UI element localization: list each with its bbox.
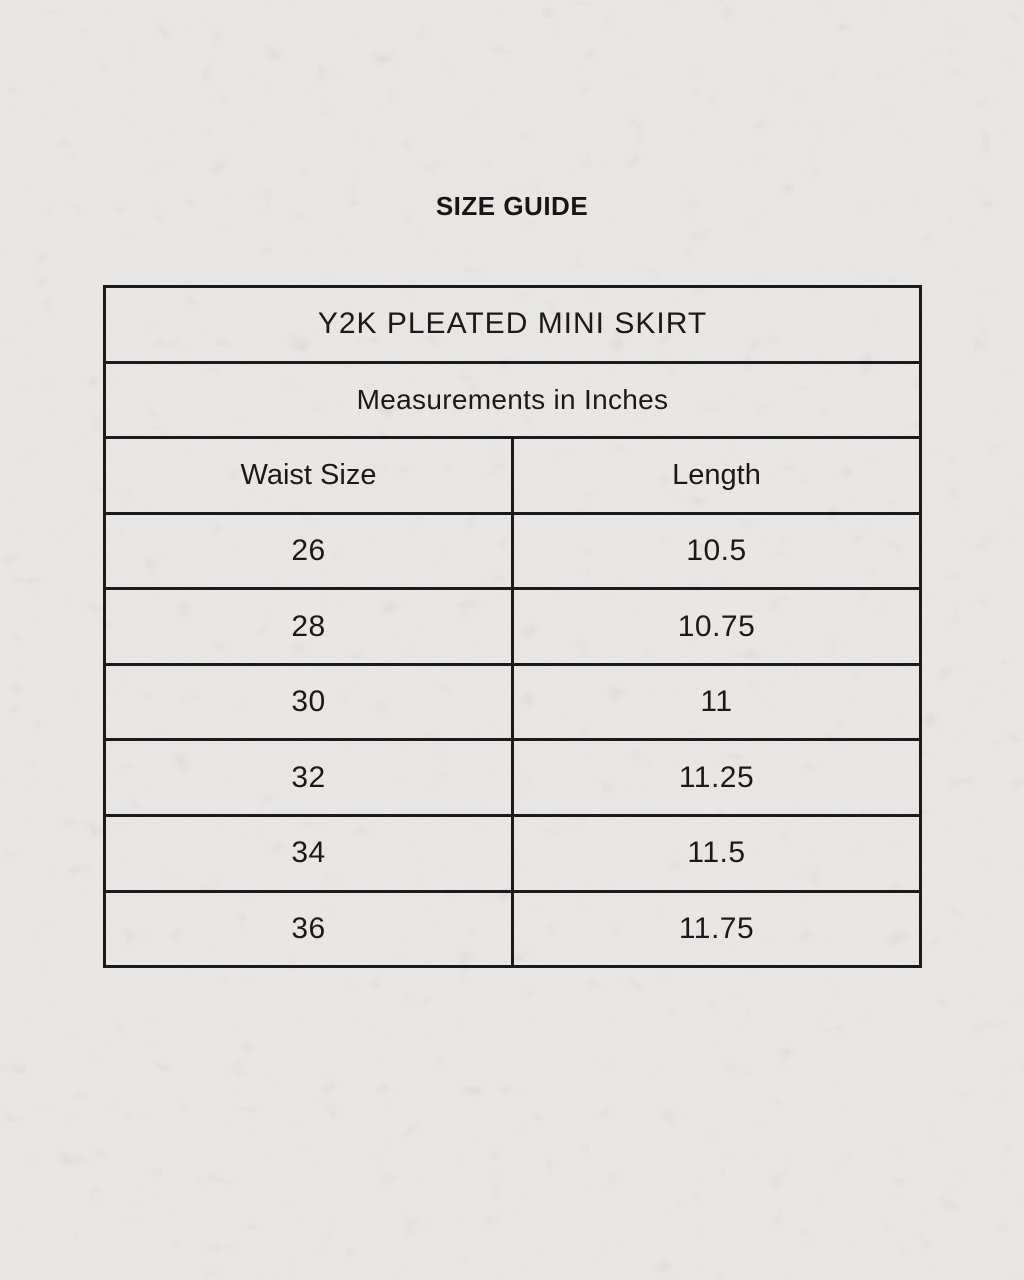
length-value: 11.25 bbox=[678, 760, 755, 794]
length-value: 10.5 bbox=[686, 533, 747, 567]
waist-size-value: 26 bbox=[106, 514, 514, 588]
waist-size-value: 36 bbox=[106, 892, 514, 966]
length-value: 11.75 bbox=[678, 911, 755, 945]
length-value: 10.75 bbox=[677, 609, 756, 643]
table-row-product-title: Y2K PLEATED MINI SKIRT bbox=[106, 288, 919, 364]
length-value: 11 bbox=[700, 685, 733, 719]
table-row: 28 10.75 bbox=[106, 590, 919, 666]
table-row: 36 11.75 bbox=[106, 892, 919, 966]
column-header-length: Length bbox=[672, 458, 761, 491]
table-row: 30 11 bbox=[106, 665, 919, 742]
waist-size-value: 28 bbox=[106, 590, 514, 663]
table-row: 26 10.5 bbox=[106, 514, 919, 591]
measurement-unit-label: Measurements in Inches bbox=[356, 383, 669, 415]
size-chart-table: Y2K PLEATED MINI SKIRT Measurements in I… bbox=[103, 285, 922, 968]
table-row: 32 11.25 bbox=[106, 741, 919, 817]
column-header-waist-size: Waist Size bbox=[106, 439, 514, 512]
product-title: Y2K PLEATED MINI SKIRT bbox=[317, 307, 708, 341]
waist-size-value: 32 bbox=[106, 741, 514, 814]
table-header-row: Waist Size Length bbox=[106, 439, 919, 515]
waist-size-value: 30 bbox=[106, 665, 514, 739]
table-row: 34 11.5 bbox=[106, 816, 919, 893]
page-title: SIZE GUIDE bbox=[435, 191, 589, 221]
table-row-subtitle: Measurements in Inches bbox=[106, 364, 919, 440]
length-value: 11.5 bbox=[687, 836, 746, 870]
waist-size-value: 34 bbox=[106, 816, 514, 890]
